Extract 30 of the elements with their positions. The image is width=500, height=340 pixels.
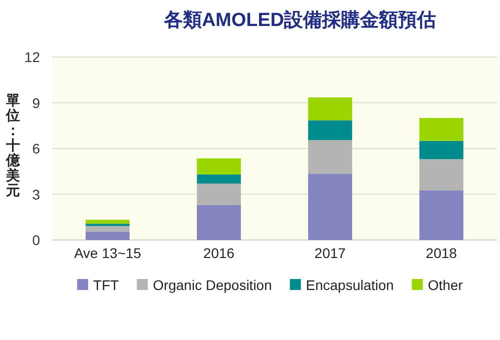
bar bbox=[419, 118, 464, 141]
y-tick-label: 12 bbox=[24, 49, 40, 65]
x-tick-label: 2017 bbox=[314, 245, 346, 261]
y-tick-label: 6 bbox=[32, 140, 40, 156]
x-tick-label: Ave 13~15 bbox=[74, 245, 142, 261]
legend-label: Organic Deposition bbox=[152, 277, 272, 293]
legend-label: Encapsulation bbox=[306, 277, 394, 293]
y-tick-label: 9 bbox=[32, 94, 40, 111]
bar bbox=[308, 97, 352, 120]
bar bbox=[196, 174, 241, 184]
y-tick-label: 0 bbox=[32, 232, 40, 248]
x-tick-label: 2016 bbox=[203, 245, 235, 261]
y-tick-label: 3 bbox=[32, 186, 40, 202]
bar bbox=[196, 184, 241, 205]
bar bbox=[308, 140, 352, 174]
bar bbox=[308, 174, 352, 240]
chart-title: 各類AMOLED設備採購金額預估 bbox=[162, 9, 436, 31]
bar bbox=[86, 232, 130, 240]
legend-label: Other bbox=[428, 277, 464, 293]
legend-label: TFT bbox=[93, 277, 120, 293]
x-tick-label: 2018 bbox=[426, 245, 458, 261]
y-axis-title: 單位：十億美元 bbox=[5, 92, 21, 198]
bar bbox=[308, 120, 352, 140]
bar bbox=[419, 190, 464, 240]
bar bbox=[86, 226, 130, 232]
bar bbox=[196, 204, 241, 240]
bar bbox=[86, 220, 130, 224]
bar bbox=[419, 140, 464, 160]
bar bbox=[196, 158, 241, 174]
bar bbox=[419, 159, 464, 190]
